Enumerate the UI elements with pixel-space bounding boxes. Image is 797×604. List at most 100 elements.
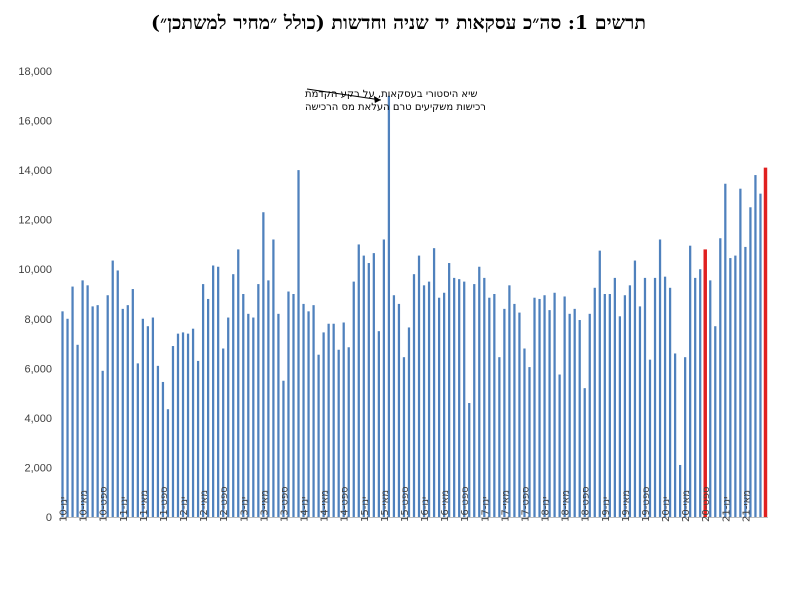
bar (302, 303, 305, 517)
bar (111, 260, 114, 517)
bar (387, 95, 391, 518)
bar (287, 291, 290, 517)
bar (96, 305, 99, 517)
bar (176, 333, 180, 517)
bar (603, 294, 606, 517)
bar (427, 281, 431, 517)
x-tick-label: ספט-18 (581, 486, 592, 522)
bar (86, 285, 89, 517)
x-tick-label: ינו-16 (420, 497, 431, 522)
x-tick-label: מאי-10 (79, 490, 90, 522)
bar (643, 277, 647, 517)
x-tick-label: מאי-18 (561, 490, 572, 522)
bar (402, 357, 406, 517)
bar (392, 295, 396, 517)
bar (66, 318, 69, 517)
bar (568, 313, 571, 517)
y-tick-label: 0 (46, 512, 52, 524)
x-tick-label: מאי-20 (681, 490, 692, 522)
bar-highlight (703, 249, 707, 517)
x-tick-label: מאי-14 (320, 490, 331, 522)
bar (146, 326, 150, 517)
x-tick-label: מאי-16 (440, 490, 451, 522)
bar (191, 328, 195, 517)
bar (267, 280, 270, 517)
bar (458, 279, 461, 517)
bar (347, 347, 350, 517)
bar (116, 270, 119, 517)
bar (678, 464, 682, 517)
x-tick-label: ספט-17 (520, 486, 531, 522)
bar (709, 280, 712, 517)
bar (673, 353, 677, 517)
chart-title: תרשים 1: סה״כ עסקאות יד שניה וחדשות (כול… (151, 12, 646, 34)
x-tick-label: ינו-18 (541, 497, 552, 522)
bar (483, 277, 486, 517)
bar (759, 193, 762, 517)
bar (121, 308, 124, 517)
bar (151, 317, 155, 517)
bar (754, 175, 757, 518)
bar (227, 317, 230, 517)
x-tick-label: מאי-13 (259, 490, 270, 522)
bar (448, 263, 451, 517)
bar (71, 286, 74, 517)
bar (382, 239, 386, 517)
bar (307, 311, 310, 517)
x-tick-label: מאי-11 (139, 490, 150, 522)
y-tick-label: 18,000 (18, 66, 52, 78)
x-tick-label: ספט-13 (279, 486, 290, 522)
bar (297, 170, 300, 517)
bar (327, 323, 330, 517)
bar (593, 287, 596, 517)
x-tick-label: מאי-12 (199, 490, 210, 522)
bar (232, 274, 235, 517)
bar (257, 284, 260, 517)
x-tick-label: ספט-11 (159, 486, 170, 522)
y-tick-label: 2,000 (24, 462, 52, 474)
bar (543, 295, 546, 517)
x-tick-label: ינו-17 (480, 497, 491, 522)
bar (648, 359, 652, 517)
bar (237, 249, 240, 517)
bar (282, 380, 285, 517)
bar (206, 298, 210, 517)
bar (503, 308, 506, 517)
bar (352, 281, 355, 517)
bar (749, 207, 752, 517)
bar (312, 305, 315, 517)
x-tick-label: ספט-10 (99, 486, 110, 522)
x-tick-label: ספט-14 (340, 486, 351, 522)
bar (724, 183, 727, 517)
bar (618, 316, 622, 517)
bar (357, 244, 360, 517)
x-tick-label: ספט-20 (701, 486, 712, 522)
bar (186, 333, 190, 517)
annotation-arrow-head (373, 96, 381, 103)
bar (493, 294, 496, 517)
x-tick-label: מאי-21 (741, 490, 752, 522)
bar (628, 285, 632, 517)
bar (367, 263, 370, 517)
bar (141, 318, 144, 517)
bar (558, 374, 561, 517)
bar (242, 294, 245, 517)
bar (181, 332, 185, 517)
bar (663, 276, 667, 517)
bar (653, 277, 657, 517)
bar (377, 331, 380, 517)
bar (638, 306, 642, 517)
bar (528, 367, 531, 517)
bars-group (61, 95, 768, 518)
y-tick-label: 10,000 (18, 264, 52, 276)
bar (337, 349, 340, 517)
bar (623, 295, 627, 517)
bar (161, 381, 165, 517)
bar (342, 322, 345, 517)
bar (131, 289, 134, 517)
bar (292, 294, 295, 517)
annotation-arrow-line (306, 88, 381, 101)
y-tick-label: 8,000 (24, 314, 52, 326)
bar (453, 277, 456, 517)
x-tick-label: ינו-15 (360, 497, 371, 522)
